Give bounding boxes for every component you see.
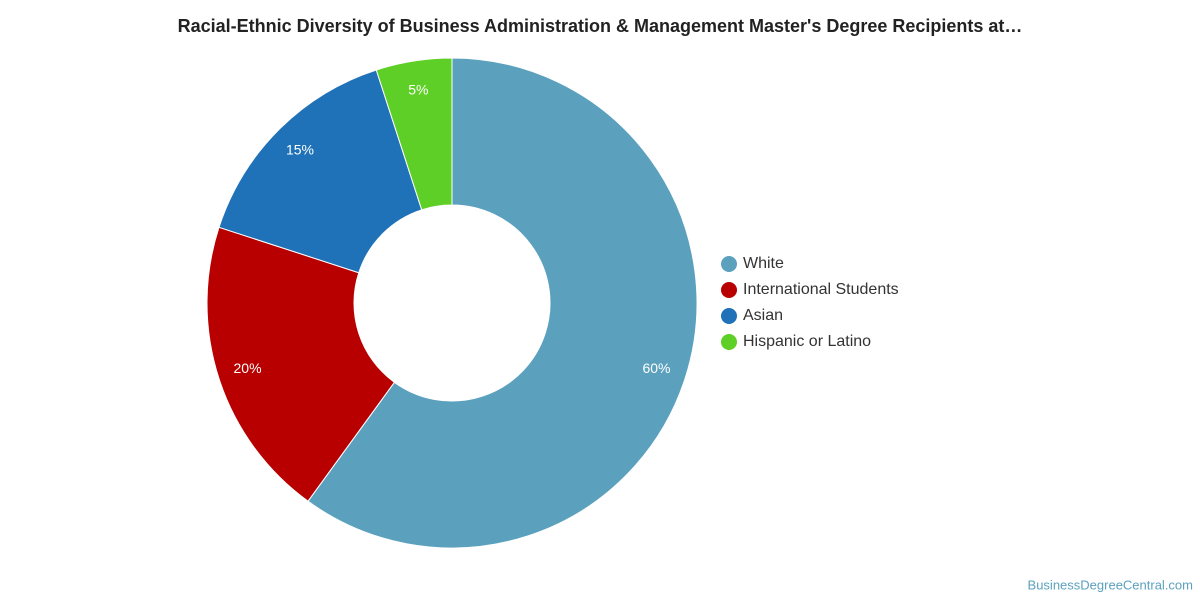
slice bbox=[375, 57, 453, 211]
legend-label: Hispanic or Latino bbox=[743, 333, 871, 350]
slice bbox=[218, 69, 423, 274]
slice-label: 20% bbox=[234, 360, 262, 376]
slice bbox=[307, 57, 698, 549]
legend-marker bbox=[721, 282, 737, 298]
legend-marker bbox=[721, 308, 737, 324]
legend-label: White bbox=[743, 255, 784, 272]
slice-label: 60% bbox=[642, 360, 670, 376]
chart-title: Racial-Ethnic Diversity of Business Admi… bbox=[178, 16, 1023, 36]
slice bbox=[206, 226, 396, 502]
legend-label: International Students bbox=[743, 281, 899, 298]
slice-label: 15% bbox=[286, 142, 314, 158]
legend-marker bbox=[721, 334, 737, 350]
source-credit: BusinessDegreeCentral.com bbox=[1028, 577, 1193, 592]
legend-marker bbox=[721, 256, 737, 272]
slice-label: 5% bbox=[408, 81, 428, 97]
legend-label: Asian bbox=[743, 307, 783, 324]
